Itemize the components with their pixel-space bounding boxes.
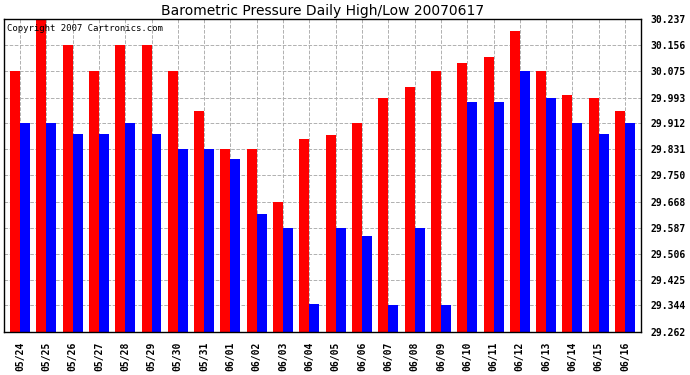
Bar <box>309 303 319 332</box>
Bar <box>467 102 477 332</box>
Bar <box>625 123 635 332</box>
Bar <box>493 102 504 332</box>
Bar <box>562 95 573 332</box>
Bar <box>599 134 609 332</box>
Bar <box>615 111 625 332</box>
Bar <box>536 71 546 332</box>
Bar <box>72 134 83 332</box>
Bar <box>431 71 441 332</box>
Bar <box>415 228 424 332</box>
Bar <box>204 149 214 332</box>
Bar <box>220 149 230 332</box>
Bar <box>283 228 293 332</box>
Bar <box>362 236 372 332</box>
Bar <box>257 214 267 332</box>
Bar <box>152 134 161 332</box>
Bar <box>573 123 582 332</box>
Bar <box>273 202 283 332</box>
Bar <box>441 306 451 332</box>
Bar <box>520 71 530 332</box>
Bar <box>37 20 46 332</box>
Bar <box>352 123 362 332</box>
Bar <box>484 57 493 332</box>
Bar <box>63 45 72 332</box>
Bar <box>141 45 152 332</box>
Bar <box>589 98 599 332</box>
Bar <box>388 306 398 332</box>
Bar <box>335 228 346 332</box>
Bar <box>115 45 125 332</box>
Bar <box>125 123 135 332</box>
Bar <box>99 134 109 332</box>
Bar <box>194 111 204 332</box>
Bar <box>378 98 388 332</box>
Bar <box>247 149 257 332</box>
Bar <box>230 159 240 332</box>
Text: Copyright 2007 Cartronics.com: Copyright 2007 Cartronics.com <box>8 24 164 33</box>
Title: Barometric Pressure Daily High/Low 20070617: Barometric Pressure Daily High/Low 20070… <box>161 4 484 18</box>
Bar <box>546 98 556 332</box>
Bar <box>89 71 99 332</box>
Bar <box>20 123 30 332</box>
Bar <box>178 149 188 332</box>
Bar <box>457 63 467 332</box>
Bar <box>510 31 520 332</box>
Bar <box>10 71 20 332</box>
Bar <box>299 140 309 332</box>
Bar <box>404 87 415 332</box>
Bar <box>46 123 57 332</box>
Bar <box>326 135 335 332</box>
Bar <box>168 71 178 332</box>
